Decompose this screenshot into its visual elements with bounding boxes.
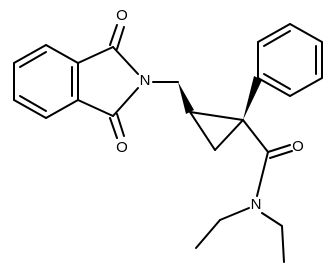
wedge-bond — [243, 76, 262, 120]
atom-label: O — [116, 139, 128, 156]
bonds — [13, 23, 323, 263]
atom-label: N — [140, 72, 151, 89]
atom-label: O — [116, 7, 128, 24]
atom-labels: O O N O N — [116, 7, 304, 213]
wedge-bond — [178, 82, 194, 114]
atom-label: O — [292, 138, 304, 155]
atom-label: N — [251, 196, 262, 213]
